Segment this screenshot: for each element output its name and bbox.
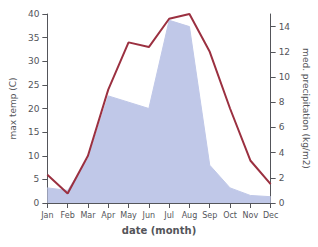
svg-text:Jan: Jan (40, 211, 53, 220)
svg-text:14: 14 (279, 22, 291, 32)
svg-text:Apr: Apr (101, 211, 116, 220)
svg-text:Nov: Nov (243, 211, 259, 220)
svg-text:12: 12 (279, 47, 290, 57)
svg-text:med. precipitation (kg/m2): med. precipitation (kg/m2) (301, 48, 311, 169)
svg-text:Sep: Sep (202, 211, 217, 220)
svg-text:25: 25 (28, 80, 39, 90)
svg-text:6: 6 (279, 122, 285, 132)
svg-text:15: 15 (28, 127, 39, 137)
svg-text:May: May (120, 211, 137, 220)
svg-text:4: 4 (279, 148, 285, 158)
svg-text:5: 5 (34, 174, 40, 184)
svg-text:Dec: Dec (263, 211, 278, 220)
svg-text:2: 2 (279, 173, 285, 183)
svg-text:10: 10 (28, 151, 40, 161)
svg-text:20: 20 (28, 104, 40, 114)
svg-text:0: 0 (34, 198, 40, 208)
svg-text:10: 10 (279, 72, 291, 82)
svg-text:max temp (C): max temp (C) (8, 77, 18, 139)
svg-text:8: 8 (279, 97, 285, 107)
svg-text:40: 40 (28, 9, 40, 19)
svg-text:Jun: Jun (142, 211, 156, 220)
svg-text:30: 30 (28, 56, 40, 66)
svg-text:35: 35 (28, 33, 39, 43)
svg-text:Oct: Oct (223, 211, 237, 220)
svg-text:date (month): date (month) (122, 225, 196, 236)
svg-text:Jul: Jul (163, 211, 174, 220)
svg-text:Mar: Mar (80, 211, 96, 220)
svg-text:Aug: Aug (182, 211, 198, 220)
svg-text:0: 0 (279, 198, 285, 208)
svg-text:Feb: Feb (61, 211, 75, 220)
